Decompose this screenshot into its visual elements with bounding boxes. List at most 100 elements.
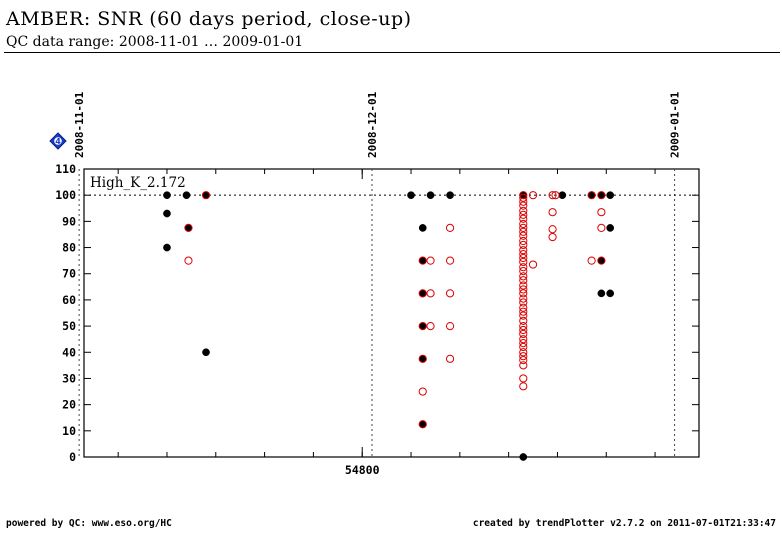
data-point-open	[426, 289, 435, 298]
data-point-open	[519, 281, 528, 290]
data-point-open	[519, 191, 528, 200]
data-point-open	[519, 249, 528, 259]
chart-subtitle: QC data range: 2008-11-01 … 2009-01-01	[6, 34, 304, 50]
data-point-open	[519, 348, 528, 357]
data-point-filled	[558, 191, 567, 200]
data-point-open	[519, 352, 528, 361]
y-tick-label: 80	[62, 241, 76, 255]
data-point-open	[519, 246, 528, 255]
data-point-open	[597, 191, 606, 200]
data-point-open	[519, 257, 528, 267]
data-point-open	[418, 420, 427, 429]
y-tick-label: 90	[62, 214, 76, 228]
data-point-open	[519, 294, 528, 303]
data-point-open	[445, 289, 455, 298]
data-point-open	[184, 223, 193, 233]
y-tick-label: 70	[62, 267, 76, 281]
data-point-filled	[519, 453, 528, 461]
data-point-open	[519, 321, 528, 331]
panel-label: High_K_2.172	[90, 175, 186, 191]
footer-created-by: created by trendPlotter v2.7.2 on 2011-0…	[472, 518, 776, 529]
data-point-open	[519, 219, 528, 229]
data-point-open	[519, 285, 528, 294]
data-point-open	[445, 223, 455, 233]
data-point-open	[519, 342, 528, 352]
data-point-open	[418, 354, 427, 363]
data-point-open	[587, 191, 596, 200]
data-point-open	[548, 208, 557, 217]
data-point-open	[519, 210, 528, 219]
data-point-open	[519, 253, 528, 263]
data-point-open	[519, 193, 528, 202]
data-point-filled	[407, 191, 415, 200]
y-tick-label: 10	[62, 424, 76, 438]
data-point-filled	[606, 289, 615, 298]
data-point-open	[519, 263, 528, 272]
data-point-open	[548, 191, 557, 200]
data-point-open	[519, 335, 528, 344]
data-point-open	[201, 191, 211, 200]
data-point-open	[519, 316, 528, 325]
data-point-open	[587, 256, 596, 265]
x-tick-label: 54800	[345, 463, 380, 477]
data-point-open	[519, 339, 528, 348]
data-point-open	[519, 240, 528, 250]
data-point-open	[519, 329, 528, 339]
y-tick-label: 0	[69, 450, 76, 464]
data-point-open	[597, 223, 606, 233]
footer-powered-by: powered by QC: www.eso.org/HC	[6, 518, 172, 529]
data-point-open	[418, 289, 427, 298]
data-point-open	[519, 311, 528, 320]
data-point-open	[519, 206, 528, 215]
chart-title: AMBER: SNR (60 days period, close-up)	[6, 8, 412, 30]
data-point-open	[519, 214, 528, 223]
data-point-open	[519, 325, 528, 335]
date-marker-label: 2009-01-01	[669, 91, 682, 158]
data-point-filled	[418, 224, 427, 232]
data-point-open	[597, 208, 606, 217]
data-point-open	[519, 227, 528, 236]
data-point-open	[519, 298, 528, 307]
y-tick-label: 30	[62, 371, 76, 385]
data-point-filled	[597, 289, 606, 298]
data-point-open	[519, 303, 528, 312]
data-point-filled	[606, 224, 615, 232]
header-divider	[4, 52, 780, 53]
data-point-open	[519, 201, 528, 210]
data-point-open	[418, 321, 427, 331]
data-point-filled	[446, 191, 454, 200]
y-tick-label: 60	[62, 293, 76, 307]
data-point-open	[519, 231, 528, 240]
data-point-filled	[163, 243, 171, 252]
data-point-filled	[426, 191, 435, 200]
y-tick-label: 110	[55, 162, 76, 176]
data-point-filled	[606, 191, 615, 200]
data-point-open	[548, 225, 557, 234]
data-point-open	[548, 232, 557, 242]
data-point-filled	[163, 191, 171, 200]
y-tick-label: 50	[62, 319, 76, 333]
data-point-open	[519, 267, 528, 276]
data-point-open	[519, 197, 528, 206]
data-point-open	[426, 321, 435, 331]
data-point-open	[519, 361, 528, 370]
data-point-filled	[202, 348, 210, 357]
data-point-open	[519, 356, 528, 365]
badge-label: 4	[55, 137, 61, 146]
y-tick-label: 100	[55, 188, 76, 202]
data-point-open	[519, 374, 528, 383]
data-point-open	[519, 289, 528, 298]
y-tick-label: 40	[62, 345, 76, 359]
data-point-open	[445, 256, 455, 265]
data-point-filled	[182, 191, 191, 200]
y-tick-label: 20	[62, 398, 76, 412]
data-point-open	[445, 321, 455, 331]
data-point-open	[519, 307, 528, 316]
data-point-open	[528, 191, 538, 200]
data-point-open	[528, 260, 538, 269]
data-point-open	[519, 223, 528, 233]
data-point-open	[597, 256, 606, 265]
data-point-open	[418, 387, 427, 396]
badge-center	[54, 137, 62, 145]
